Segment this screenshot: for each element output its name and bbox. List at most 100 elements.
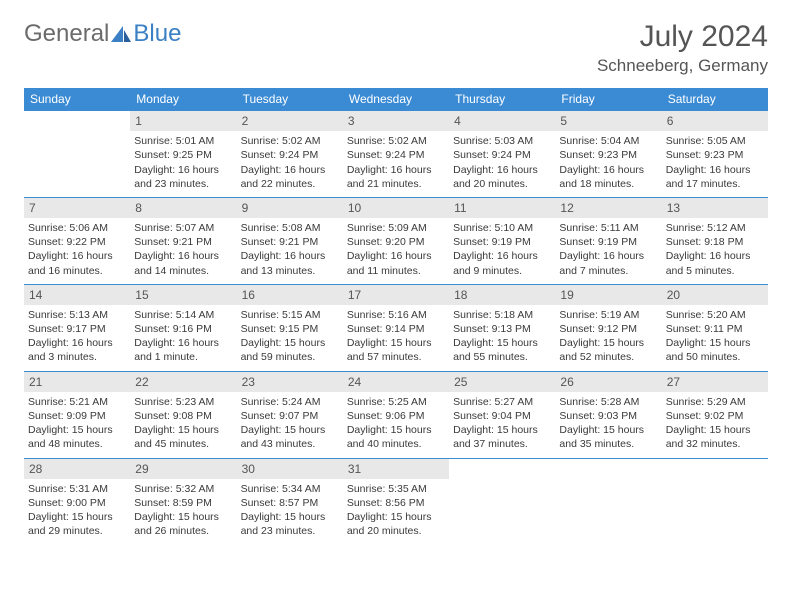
day-sunrise: Sunrise: 5:02 AM bbox=[241, 134, 339, 148]
day-number: 3 bbox=[343, 111, 449, 131]
day-sunrise: Sunrise: 5:31 AM bbox=[28, 482, 126, 496]
day-daylight2: and 20 minutes. bbox=[453, 177, 551, 191]
day-daylight1: Daylight: 16 hours bbox=[28, 249, 126, 263]
calendar-day-cell: 9Sunrise: 5:08 AMSunset: 9:21 PMDaylight… bbox=[237, 197, 343, 284]
title-block: July 2024 Schneeberg, Germany bbox=[597, 20, 768, 76]
calendar-day-cell: 5 Sunrise: 5:04 AMSunset: 9:23 PMDaylight… bbox=[555, 111, 661, 198]
calendar-day-cell: 18Sunrise: 5:18 AMSunset: 9:13 PMDayligh… bbox=[449, 284, 555, 371]
logo-sail-icon bbox=[111, 26, 131, 42]
day-daylight1: Daylight: 15 hours bbox=[666, 423, 764, 437]
day-sunset: Sunset: 9:24 PM bbox=[347, 148, 445, 162]
day-sunrise: Sunrise: 5:05 AM bbox=[666, 134, 764, 148]
calendar-table: Sunday Monday Tuesday Wednesday Thursday… bbox=[24, 88, 768, 544]
day-daylight1: Daylight: 16 hours bbox=[666, 249, 764, 263]
day-daylight2: and 3 minutes. bbox=[28, 350, 126, 364]
day-sunset: Sunset: 9:16 PM bbox=[134, 322, 232, 336]
day-sunrise: Sunrise: 5:07 AM bbox=[134, 221, 232, 235]
day-daylight1: Daylight: 15 hours bbox=[134, 423, 232, 437]
day-sunset: Sunset: 9:06 PM bbox=[347, 409, 445, 423]
calendar-day-cell: 31Sunrise: 5:35 AMSunset: 8:56 PMDayligh… bbox=[343, 458, 449, 544]
calendar-day-cell: 1Sunrise: 5:01 AMSunset: 9:25 PMDaylight… bbox=[130, 111, 236, 198]
day-number: 29 bbox=[130, 459, 236, 479]
day-sunset: Sunset: 9:17 PM bbox=[28, 322, 126, 336]
calendar-day-cell: 13Sunrise: 5:12 AMSunset: 9:18 PMDayligh… bbox=[662, 197, 768, 284]
day-daylight2: and 14 minutes. bbox=[134, 264, 232, 278]
day-number: 28 bbox=[24, 459, 130, 479]
calendar-day-cell: 26Sunrise: 5:28 AMSunset: 9:03 PMDayligh… bbox=[555, 371, 661, 458]
day-sunrise: Sunrise: 5:25 AM bbox=[347, 395, 445, 409]
day-daylight2: and 22 minutes. bbox=[241, 177, 339, 191]
weekday-header: Saturday bbox=[662, 88, 768, 111]
day-sunset: Sunset: 9:18 PM bbox=[666, 235, 764, 249]
weekday-header: Sunday bbox=[24, 88, 130, 111]
weekday-header: Thursday bbox=[449, 88, 555, 111]
day-daylight1: Daylight: 15 hours bbox=[559, 423, 657, 437]
calendar-day-cell: 24Sunrise: 5:25 AMSunset: 9:06 PMDayligh… bbox=[343, 371, 449, 458]
day-sunset: Sunset: 9:21 PM bbox=[134, 235, 232, 249]
day-daylight2: and 9 minutes. bbox=[453, 264, 551, 278]
day-daylight2: and 50 minutes. bbox=[666, 350, 764, 364]
day-daylight2: and 37 minutes. bbox=[453, 437, 551, 451]
day-number: 16 bbox=[237, 285, 343, 305]
day-number: 9 bbox=[237, 198, 343, 218]
day-sunset: Sunset: 9:02 PM bbox=[666, 409, 764, 423]
day-number: 13 bbox=[662, 198, 768, 218]
day-daylight2: and 45 minutes. bbox=[134, 437, 232, 451]
day-number: 2 bbox=[237, 111, 343, 131]
day-number: 22 bbox=[130, 372, 236, 392]
calendar-day-cell: 4Sunrise: 5:03 AMSunset: 9:24 PMDaylight… bbox=[449, 111, 555, 198]
day-sunrise: Sunrise: 5:04 AM bbox=[559, 134, 657, 148]
day-daylight1: Daylight: 16 hours bbox=[453, 163, 551, 177]
day-sunset: Sunset: 9:15 PM bbox=[241, 322, 339, 336]
day-daylight2: and 5 minutes. bbox=[666, 264, 764, 278]
day-daylight1: Daylight: 15 hours bbox=[453, 423, 551, 437]
calendar-day-cell bbox=[449, 458, 555, 544]
day-daylight1: Daylight: 16 hours bbox=[28, 336, 126, 350]
page-header: General Blue July 2024 Schneeberg, Germa… bbox=[24, 20, 768, 76]
day-sunrise: Sunrise: 5:15 AM bbox=[241, 308, 339, 322]
day-sunrise: Sunrise: 5:32 AM bbox=[134, 482, 232, 496]
day-daylight1: Daylight: 16 hours bbox=[559, 163, 657, 177]
day-sunrise: Sunrise: 5:09 AM bbox=[347, 221, 445, 235]
day-sunrise: Sunrise: 5:01 AM bbox=[134, 134, 232, 148]
day-daylight2: and 23 minutes. bbox=[241, 524, 339, 538]
logo-text-general: General bbox=[24, 20, 109, 48]
day-sunrise: Sunrise: 5:29 AM bbox=[666, 395, 764, 409]
day-daylight1: Daylight: 15 hours bbox=[559, 336, 657, 350]
calendar-day-cell: 20Sunrise: 5:20 AMSunset: 9:11 PMDayligh… bbox=[662, 284, 768, 371]
location-label: Schneeberg, Germany bbox=[597, 56, 768, 76]
day-daylight1: Daylight: 15 hours bbox=[347, 510, 445, 524]
day-sunset: Sunset: 9:20 PM bbox=[347, 235, 445, 249]
calendar-day-cell: 8Sunrise: 5:07 AMSunset: 9:21 PMDaylight… bbox=[130, 197, 236, 284]
day-number: 20 bbox=[662, 285, 768, 305]
day-daylight2: and 18 minutes. bbox=[559, 177, 657, 191]
day-daylight1: Daylight: 16 hours bbox=[453, 249, 551, 263]
day-daylight1: Daylight: 16 hours bbox=[666, 163, 764, 177]
day-sunrise: Sunrise: 5:08 AM bbox=[241, 221, 339, 235]
day-sunset: Sunset: 9:23 PM bbox=[559, 148, 657, 162]
day-daylight1: Daylight: 15 hours bbox=[453, 336, 551, 350]
day-sunset: Sunset: 9:24 PM bbox=[453, 148, 551, 162]
calendar-day-cell: 10Sunrise: 5:09 AMSunset: 9:20 PMDayligh… bbox=[343, 197, 449, 284]
day-number: 5 bbox=[555, 111, 661, 131]
calendar-week-row: 21Sunrise: 5:21 AMSunset: 9:09 PMDayligh… bbox=[24, 371, 768, 458]
calendar-day-cell: 22Sunrise: 5:23 AMSunset: 9:08 PMDayligh… bbox=[130, 371, 236, 458]
calendar-day-cell bbox=[555, 458, 661, 544]
day-daylight2: and 52 minutes. bbox=[559, 350, 657, 364]
day-daylight1: Daylight: 15 hours bbox=[28, 510, 126, 524]
weekday-header-row: Sunday Monday Tuesday Wednesday Thursday… bbox=[24, 88, 768, 111]
day-number: 26 bbox=[555, 372, 661, 392]
calendar-week-row: 14Sunrise: 5:13 AMSunset: 9:17 PMDayligh… bbox=[24, 284, 768, 371]
day-sunset: Sunset: 9:22 PM bbox=[28, 235, 126, 249]
day-daylight2: and 32 minutes. bbox=[666, 437, 764, 451]
calendar-day-cell: 30Sunrise: 5:34 AMSunset: 8:57 PMDayligh… bbox=[237, 458, 343, 544]
day-daylight2: and 23 minutes. bbox=[134, 177, 232, 191]
day-sunset: Sunset: 9:23 PM bbox=[666, 148, 764, 162]
day-number: 15 bbox=[130, 285, 236, 305]
day-sunrise: Sunrise: 5:34 AM bbox=[241, 482, 339, 496]
day-sunset: Sunset: 9:19 PM bbox=[559, 235, 657, 249]
day-daylight1: Daylight: 16 hours bbox=[134, 249, 232, 263]
calendar-day-cell: 25Sunrise: 5:27 AMSunset: 9:04 PMDayligh… bbox=[449, 371, 555, 458]
logo: General Blue bbox=[24, 20, 181, 48]
day-sunset: Sunset: 9:13 PM bbox=[453, 322, 551, 336]
